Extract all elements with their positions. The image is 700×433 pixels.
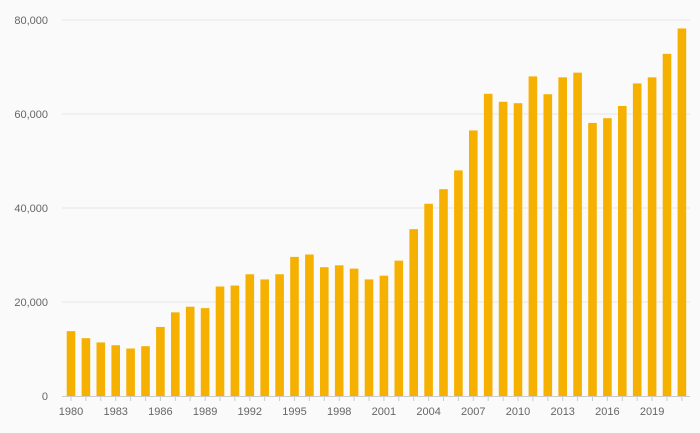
x-tick-label: 2013: [550, 406, 574, 418]
x-tick-label: 2001: [372, 406, 396, 418]
bar-2003: [409, 229, 418, 396]
bar-2017: [618, 106, 627, 396]
bar-2006: [454, 170, 463, 396]
bar-1982: [96, 342, 106, 396]
x-tick-label: 1989: [193, 406, 217, 418]
bar-2010: [513, 103, 523, 396]
bar-2014: [573, 72, 582, 396]
y-tick-label: 80,000: [14, 15, 48, 27]
x-tick-label: 1986: [148, 406, 172, 418]
bar-1994: [275, 274, 284, 396]
bar-2000: [364, 279, 374, 396]
bar-2008: [483, 93, 493, 396]
bar-1992: [245, 274, 255, 396]
x-tick-label: 2016: [595, 406, 619, 418]
x-axis-labels: 1980 1983 1986 1989 1992 1995 1998 2001 2004 2007…: [59, 406, 665, 418]
bar-2012: [543, 94, 553, 396]
bar-2018: [632, 83, 642, 396]
x-tick-label: 2019: [640, 406, 664, 418]
x-tick-label: 1995: [282, 406, 306, 418]
bar-1980: [66, 331, 76, 396]
bar-2013: [558, 77, 567, 396]
bar-2001: [379, 275, 389, 396]
bar-1983: [111, 345, 120, 396]
bar-1998: [334, 265, 344, 396]
y-tick-label: 60,000: [14, 109, 48, 121]
x-tick-label: 2007: [461, 406, 485, 418]
bar-1990: [215, 286, 225, 396]
bar-2016: [603, 118, 612, 396]
bar-2002: [394, 260, 404, 396]
bar-series: [66, 28, 687, 397]
x-tick-label: 2004: [416, 406, 440, 418]
x-tick-label: 1980: [59, 406, 83, 418]
bar-2011: [528, 76, 538, 397]
bar-1999: [349, 268, 359, 396]
bar-1984: [126, 348, 135, 396]
bar-1991: [230, 285, 240, 396]
bar-1997: [320, 267, 329, 396]
x-tick-label: 1998: [327, 406, 351, 418]
gridlines: [62, 19, 690, 303]
x-tick-label: 1992: [238, 406, 262, 418]
x-axis: [62, 396, 690, 401]
bar-2004: [424, 203, 433, 396]
bar-2020: [662, 53, 672, 397]
y-tick-label: 20,000: [14, 297, 48, 309]
bar-1993: [260, 279, 269, 396]
x-tick-label: 1983: [103, 406, 127, 418]
y-tick-label: 0: [42, 391, 48, 403]
bar-2009: [498, 101, 508, 396]
bar-1985: [141, 346, 150, 396]
bar-2019: [647, 77, 657, 396]
bar-1986: [156, 326, 165, 396]
y-axis-labels: 0 20,000 40,000 60,000 80,000: [14, 15, 48, 403]
bar-2021: [677, 28, 687, 397]
y-tick-label: 40,000: [14, 203, 48, 215]
bar-1988: [185, 306, 195, 396]
bar-1996: [305, 254, 314, 396]
bar-2015: [588, 122, 597, 397]
bar-1987: [171, 312, 180, 396]
bar-1989: [200, 308, 210, 396]
x-tick-label: 2010: [506, 406, 530, 418]
bar-1995: [290, 256, 299, 396]
bar-2007: [469, 130, 478, 396]
bar-1981: [81, 338, 91, 396]
bar-2005: [439, 189, 448, 396]
